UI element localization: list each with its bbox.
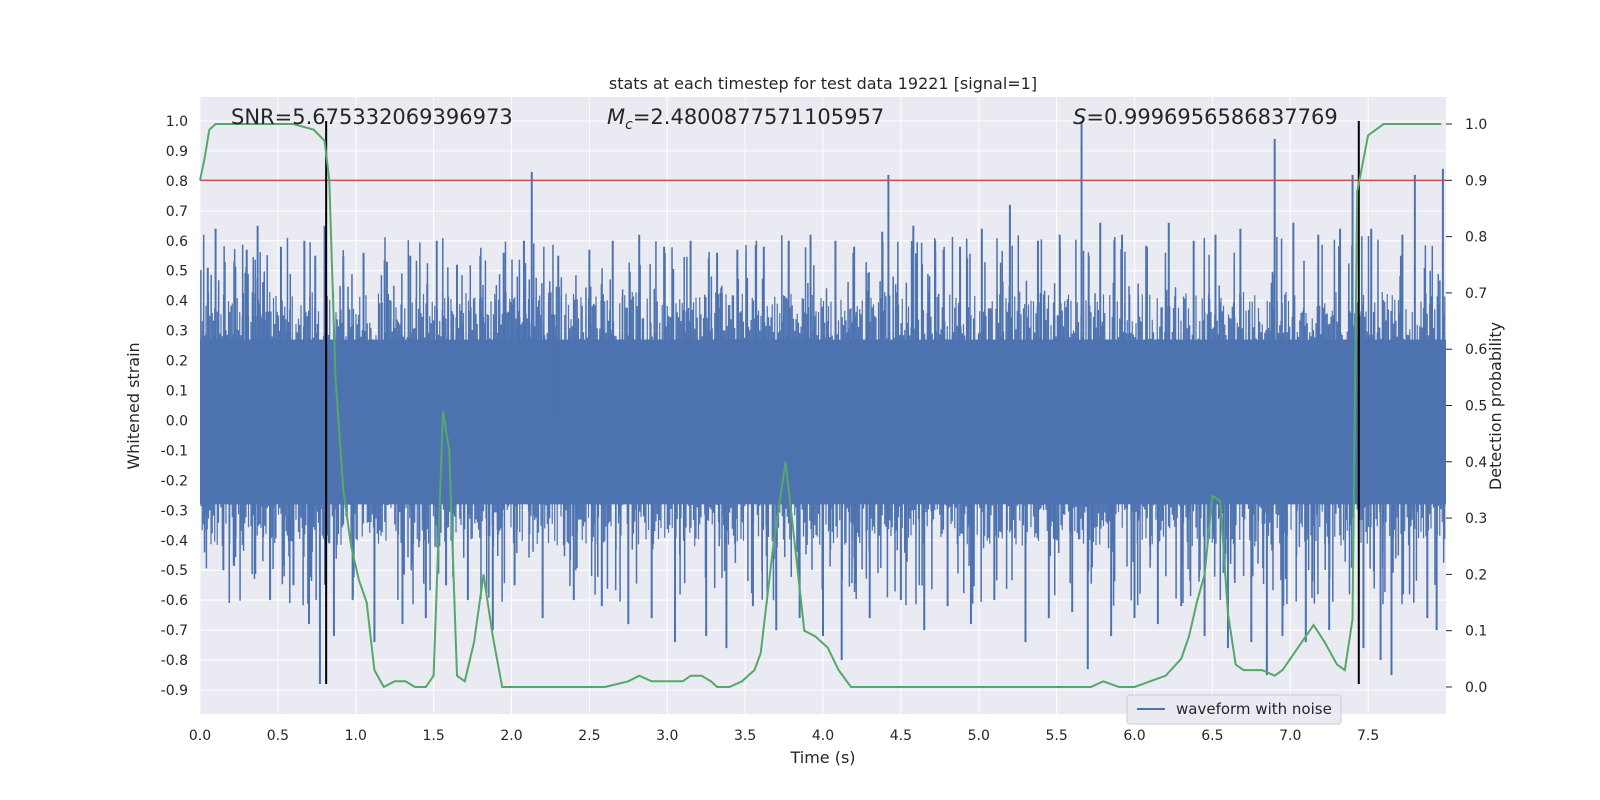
overlay-layer: [199, 120, 1446, 689]
y-tick-label: 0.9: [166, 144, 188, 160]
y2-tick-label: 0.3: [1465, 511, 1487, 527]
chart-title: stats at each timestep for test data 192…: [609, 74, 1037, 93]
y2-tick-label: 1.0: [1465, 117, 1487, 133]
y-tick-label: -0.7: [161, 623, 188, 639]
y-tick-label: -0.3: [161, 503, 188, 519]
x-tick-label: 5.0: [968, 728, 990, 744]
y-tick-label: 0.2: [166, 354, 188, 370]
detection-probability-line: [199, 123, 1442, 689]
y2-tick-label: 0.0: [1465, 680, 1487, 696]
x-tick-label: 7.0: [1279, 728, 1301, 744]
x-tick-label: 1.0: [345, 728, 367, 744]
legend-label: waveform with noise: [1176, 700, 1332, 718]
y2-axis-label: Detection probability: [1486, 322, 1505, 490]
x-axis-label: Time (s): [789, 748, 855, 767]
x-tick-label: 0.5: [267, 728, 289, 744]
x-tick-label: 6.0: [1123, 728, 1145, 744]
y-tick-label: -0.9: [161, 683, 188, 699]
y-tick-label: -0.8: [161, 653, 188, 669]
y-tick-label: -0.4: [161, 533, 188, 549]
x-tick-label: 0.0: [189, 728, 211, 744]
y2-tick-label: 0.6: [1465, 342, 1487, 358]
y-tick-label: -0.5: [161, 563, 188, 579]
x-tick-label: 5.5: [1045, 728, 1067, 744]
y2-tick-label: 0.9: [1465, 173, 1487, 189]
y-tick-label: 0.3: [166, 324, 188, 340]
y-tick-label: 0.6: [166, 234, 188, 250]
tick-layer: 0.0 0.5 1.0 1.5 2.0 2.5 3.0 3.5 4.0 4.5 5.0 5.5 6.0 6…: [161, 114, 1488, 744]
y-tick-label: 0.8: [166, 174, 188, 190]
y-tick-label: 0.1: [166, 384, 188, 400]
y-tick-label: 0.0: [166, 413, 188, 429]
y-tick-label: 1.0: [166, 114, 188, 130]
y-tick-label: -0.2: [161, 473, 188, 489]
y-tick-label: -0.1: [161, 443, 188, 459]
y-axis-label: Whitened strain: [124, 342, 143, 469]
waveform-series: [200, 120, 1446, 685]
waveform-noise-spikes: [200, 234, 1445, 606]
y-tick-label: 0.4: [166, 294, 188, 310]
y2-tick-label: 0.1: [1465, 624, 1487, 640]
y2-tick-label: 0.2: [1465, 567, 1487, 583]
x-tick-label: 6.5: [1201, 728, 1223, 744]
x-tick-label: 7.5: [1357, 728, 1379, 744]
y2-tick-label: 0.8: [1465, 230, 1487, 246]
y2-tick-label: 0.5: [1465, 399, 1487, 415]
s-annotation: S=0.9996956586837769: [1073, 105, 1338, 129]
y-tick-label: 0.5: [166, 264, 188, 280]
x-tick-label: 2.0: [500, 728, 522, 744]
y-tick-label: 0.7: [166, 204, 188, 220]
mc-annotation: Mc=2.4800877571105957: [607, 105, 884, 133]
x-tick-label: 3.5: [734, 728, 756, 744]
snr-annotation: SNR=5.675332069396973: [231, 105, 513, 129]
y2-tick-label: 0.7: [1465, 286, 1487, 302]
series-layer: [200, 120, 1446, 685]
y-tick-label: -0.6: [161, 593, 188, 609]
x-tick-label: 4.0: [812, 728, 834, 744]
legend-box: [1126, 694, 1342, 725]
x-tick-label: 1.5: [422, 728, 444, 744]
x-tick-label: 4.5: [890, 728, 912, 744]
legend: waveform with noise: [1126, 694, 1342, 725]
x-tick-label: 3.0: [656, 728, 678, 744]
y2-tick-label: 0.4: [1465, 455, 1487, 471]
x-tick-label: 2.5: [578, 728, 600, 744]
